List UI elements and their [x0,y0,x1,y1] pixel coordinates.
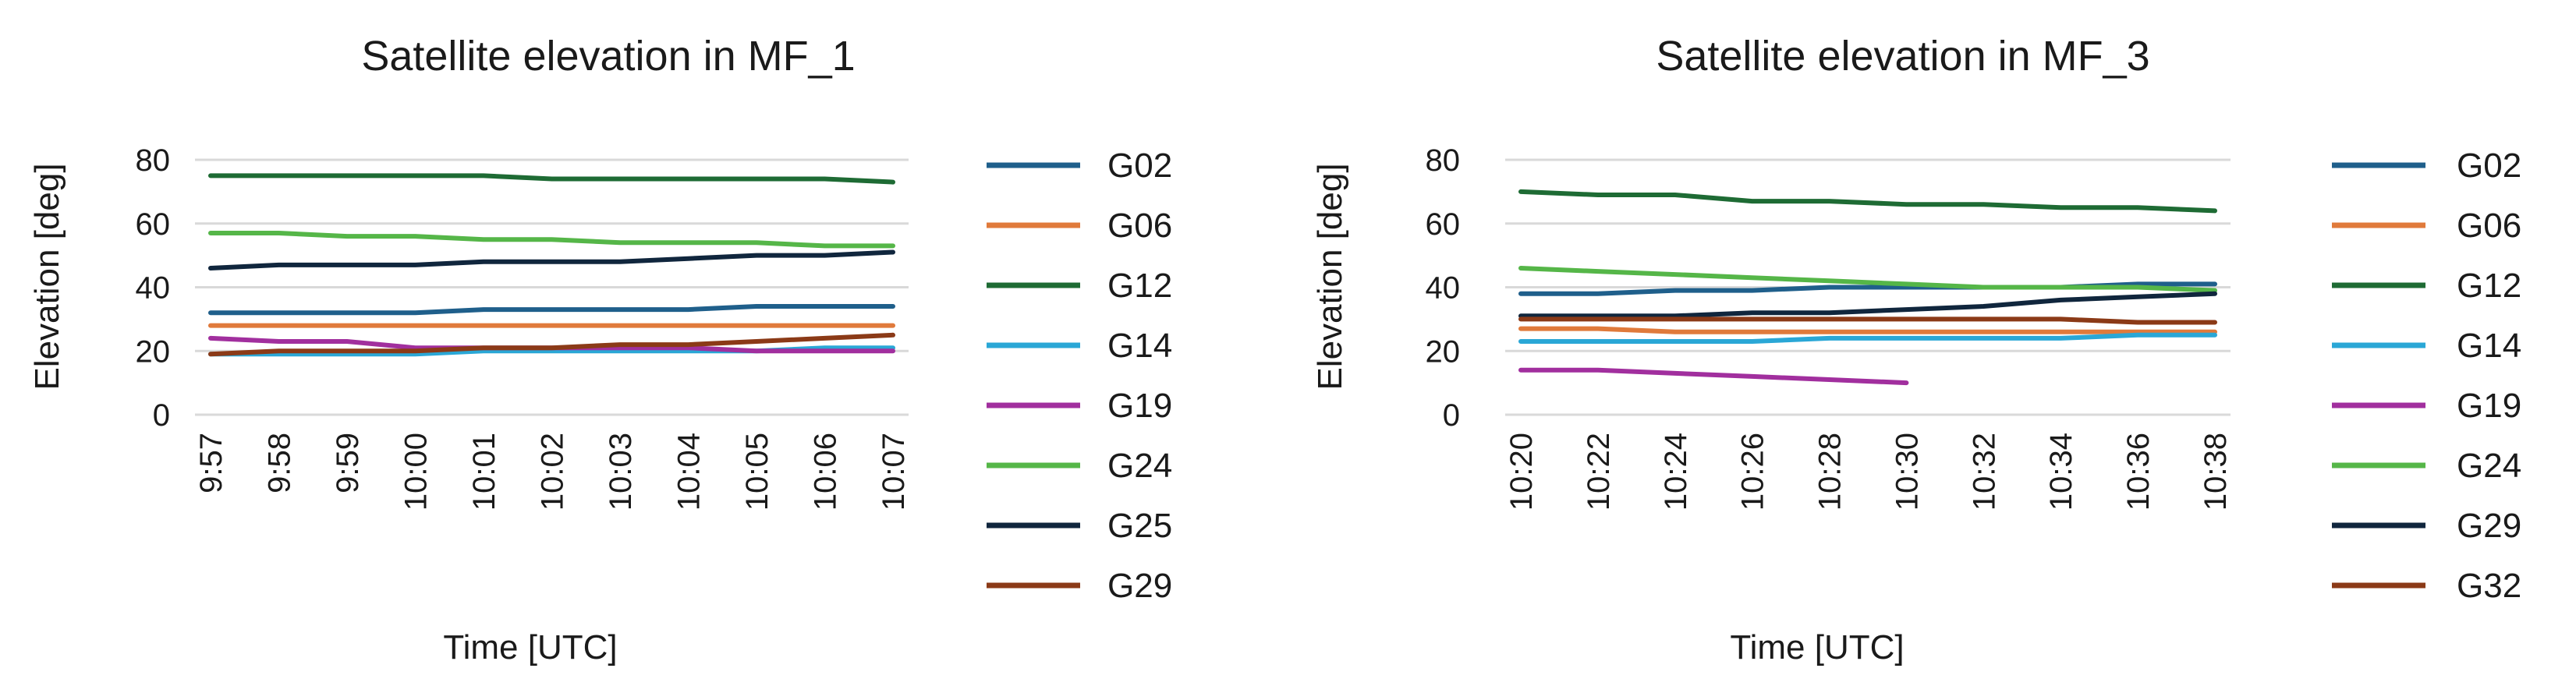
x-tick-label: 10:38 [2199,433,2233,511]
legend-item-g06: G06 [987,207,1172,245]
x-tick-label: 10:34 [2044,433,2078,511]
x-tick-label: 10:06 [809,433,843,511]
series-line-g06 [1518,326,2217,334]
legend-item-g02: G02 [987,147,1172,185]
y-axis-label: Elevation [deg] [1311,163,1349,390]
x-tick-label: 10:03 [604,433,638,511]
legend-item-g12: G12 [2332,267,2521,305]
series-line-g24 [1518,266,2217,293]
y-tick-label: 80 [1426,143,1461,178]
x-tick-label: 10:24 [1659,433,1693,511]
chart-title: Satellite elevation in MF_1 [361,33,855,80]
legend-item-g02: G02 [2332,147,2521,185]
x-tick-label: 10:02 [536,433,570,511]
x-tick-label: 9:59 [331,433,365,493]
x-tick-labels: 9:57 9:58 9:59 10:00 10:01 10:02 10:03 10:04 10:… [194,433,911,511]
y-tick-label: 20 [1426,334,1461,369]
x-tick-label: 10:00 [399,433,434,511]
series-line-g24 [208,231,895,249]
y-tick-label: 60 [136,207,171,242]
legend: G02 G06 G12 G14 G19 G24 G29 G32 [2332,147,2521,605]
legend-item-g12: G12 [987,267,1172,305]
legend-label: G06 [1107,207,1172,245]
x-tick-label: 10:01 [467,433,501,511]
legend-label: G02 [1107,147,1172,185]
legend-label: G29 [1107,567,1172,605]
x-tick-label: 10:32 [1967,433,2001,511]
legend-label: G06 [2457,207,2521,245]
series-lines [1518,189,2217,386]
x-tick-label: 9:58 [263,433,297,493]
legend-label: G12 [2457,267,2521,305]
legend-item-g32: G32 [2332,567,2521,605]
y-tick-label: 0 [153,398,170,433]
legend-item-g14: G14 [987,327,1172,365]
legend-label: G29 [2457,507,2521,545]
series-line-g25 [208,249,895,270]
legend-item-g25: G25 [987,507,1172,545]
x-tick-label: 10:20 [1504,433,1539,511]
y-tick-labels: 0 20 40 60 80 [136,143,171,433]
y-tick-label: 80 [136,143,171,178]
x-tick-label: 10:22 [1582,433,1616,511]
chart-title: Satellite elevation in MF_3 [1656,33,2149,80]
x-tick-label: 10:26 [1736,433,1770,511]
legend-item-g24: G24 [2332,447,2521,485]
x-tick-label: 10:04 [672,433,707,511]
legend-item-g19: G19 [2332,387,2521,425]
series-line-g14 [1518,332,2217,344]
legend-label: G25 [1107,507,1172,545]
x-axis-label: Time [UTC] [1730,628,1904,666]
legend-label: G12 [1107,267,1172,305]
legend-item-g29: G29 [987,567,1172,605]
x-tick-label: 10:30 [1890,433,1924,511]
series-line-g19 [1518,367,1909,386]
y-tick-label: 60 [1426,207,1461,242]
series-line-g32 [1518,316,2217,325]
legend-item-g14: G14 [2332,327,2521,365]
x-tick-label: 9:57 [194,433,229,493]
x-tick-label: 10:05 [740,433,774,511]
series-line-g29 [208,332,895,357]
y-tick-label: 0 [1443,398,1460,433]
chart-panel-mf1: Satellite elevation in MF_1 Elevation [d… [28,33,1172,666]
series-line-g02 [208,304,895,316]
chart-panel-mf3: Satellite elevation in MF_3 Elevation [d… [1311,33,2521,666]
legend-label: G14 [1107,327,1172,365]
series-lines [208,173,895,357]
legend-item-g19: G19 [987,387,1172,425]
y-tick-label: 40 [1426,271,1461,306]
y-tick-label: 40 [136,271,171,306]
legend-label: G32 [2457,567,2521,605]
series-line-g12 [208,173,895,185]
series-line-g12 [1518,189,2217,214]
x-tick-label: 10:28 [1813,433,1848,511]
legend-label: G24 [1107,447,1172,485]
legend-label: G14 [2457,327,2521,365]
legend-item-g24: G24 [987,447,1172,485]
gridlines [195,158,909,416]
legend: G02 G06 G12 G14 G19 G24 G25 G29 [987,147,1172,605]
x-axis-label: Time [UTC] [443,628,617,666]
y-tick-label: 20 [136,334,171,369]
legend-label: G19 [2457,387,2521,425]
x-tick-labels: 10:20 10:22 10:24 10:26 10:28 10:30 10:32 10:34… [1504,433,2233,511]
x-tick-label: 10:36 [2121,433,2156,511]
legend-label: G24 [2457,447,2521,485]
series-line-g29 [1518,291,2217,319]
y-axis-label: Elevation [deg] [28,163,66,390]
y-tick-labels: 0 20 40 60 80 [1426,143,1461,433]
x-tick-label: 10:07 [877,433,911,511]
legend-label: G19 [1107,387,1172,425]
legend-item-g06: G06 [2332,207,2521,245]
legend-label: G02 [2457,147,2521,185]
legend-item-g29: G29 [2332,507,2521,545]
